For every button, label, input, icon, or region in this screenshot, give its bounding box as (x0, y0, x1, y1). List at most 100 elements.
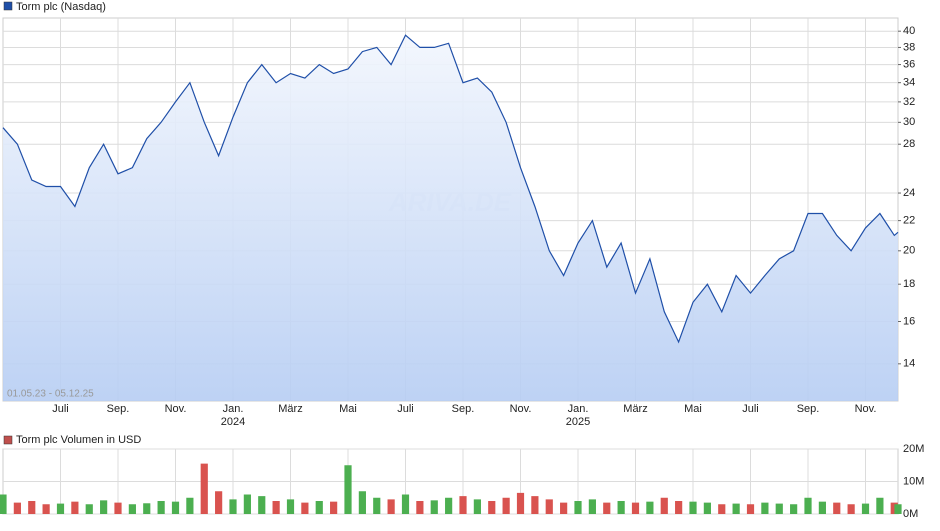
x-tick-label: Mai (684, 403, 702, 415)
volume-bar (675, 501, 683, 514)
volume-bar (286, 499, 295, 514)
volume-bar (560, 502, 568, 514)
volume-bar (861, 503, 870, 514)
volume-bar (200, 463, 208, 514)
x-tick-label: Juli (52, 403, 69, 415)
volume-bar (28, 501, 36, 514)
volume-bar (689, 501, 697, 514)
price-line (2, 34, 899, 344)
y-tick-label: 20 (903, 245, 915, 257)
volume-bar (617, 501, 625, 514)
x-tick-label: Jan. (568, 403, 589, 415)
y-tick-label: 38 (903, 41, 915, 53)
x-tick-label: Juli (397, 403, 414, 415)
volume-bar (847, 504, 855, 514)
volume-bar (631, 502, 640, 514)
volume-bar (703, 502, 711, 514)
year-label: 2024 (221, 416, 245, 428)
volume-bar (603, 502, 611, 514)
volume-bar (344, 465, 352, 514)
y-tick-label: 16 (903, 315, 915, 327)
y-tick-label: 34 (903, 77, 915, 89)
volume-bar (818, 501, 826, 514)
volume-bar (660, 497, 668, 514)
price-area (3, 35, 898, 401)
x-tick-label: Sep. (452, 403, 475, 415)
volume-bar (531, 496, 539, 514)
volume-bar (315, 501, 323, 514)
volume-bar (401, 494, 410, 514)
volume-bar (42, 504, 50, 514)
volume-bar (876, 497, 884, 514)
volume-bar (13, 502, 21, 514)
y-tick-label: 18 (903, 278, 915, 290)
y-tick-label: 22 (903, 215, 915, 227)
volume-bar (473, 499, 481, 514)
volume-bar (358, 491, 366, 514)
x-tick-label: Sep. (797, 403, 820, 415)
y-tick-label: 32 (903, 96, 915, 108)
legend-swatch (3, 435, 13, 445)
volume-bar (143, 503, 151, 514)
date-range: 01.05.23 - 05.12.25 (7, 389, 94, 400)
volume-bar (157, 501, 165, 514)
volume-bar (430, 500, 438, 514)
volume-bar (574, 501, 582, 514)
volume-bar (186, 497, 194, 514)
x-tick-label: März (278, 403, 302, 415)
volume-bar (128, 504, 136, 514)
volume-bar (416, 501, 424, 514)
volume-bar (330, 501, 338, 514)
volume-bar (100, 500, 108, 514)
x-tick-label: Jan. (223, 403, 244, 415)
x-tick-label: März (623, 403, 647, 415)
volume-bar (502, 497, 510, 514)
volume-bar (588, 499, 596, 514)
x-tick-label: Nov. (165, 403, 187, 415)
chart-title: Torm plc (Nasdaq) (16, 1, 106, 13)
volume-bar (243, 494, 251, 514)
volume-bar (718, 504, 726, 514)
volume-bar (301, 502, 309, 514)
volume-bar (0, 494, 7, 514)
volume-bar (56, 503, 65, 514)
volume-bar (85, 504, 93, 514)
volume-bar (890, 502, 898, 514)
volume-bar (488, 501, 496, 514)
y-tick-label: 10M (903, 475, 924, 487)
volume-bar (790, 504, 798, 514)
volume-bar (258, 496, 266, 514)
volume-bar (516, 492, 525, 514)
y-tick-label: 0M (903, 508, 918, 520)
x-tick-label: Nov. (855, 403, 877, 415)
volume-bar (804, 497, 812, 514)
volume-bar (171, 501, 180, 514)
volume-bar (387, 499, 395, 514)
volume-bar (833, 502, 841, 514)
x-tick-label: Sep. (107, 403, 130, 415)
volume-bar (445, 497, 453, 514)
volume-bar (646, 501, 654, 514)
y-tick-label: 20M (903, 443, 924, 455)
y-tick-label: 14 (903, 358, 915, 370)
y-tick-label: 24 (903, 187, 915, 199)
x-tick-label: Mai (339, 403, 357, 415)
volume-bar (746, 504, 755, 514)
x-tick-label: Juli (742, 403, 759, 415)
year-label: 2025 (566, 416, 590, 428)
volume-bar (272, 501, 280, 514)
volume-bar (229, 499, 237, 514)
x-tick-label: Nov. (510, 403, 532, 415)
volume-bar (775, 503, 783, 514)
volume-bar (114, 502, 122, 514)
y-tick-label: 36 (903, 58, 915, 70)
volume-title: Torm plc Volumen in USD (16, 434, 141, 446)
volume-bar (215, 491, 223, 514)
volume-bar (373, 497, 381, 514)
y-tick-label: 40 (903, 25, 915, 37)
volume-bar (732, 503, 740, 514)
volume-bar (761, 502, 769, 514)
y-tick-label: 30 (903, 116, 915, 128)
